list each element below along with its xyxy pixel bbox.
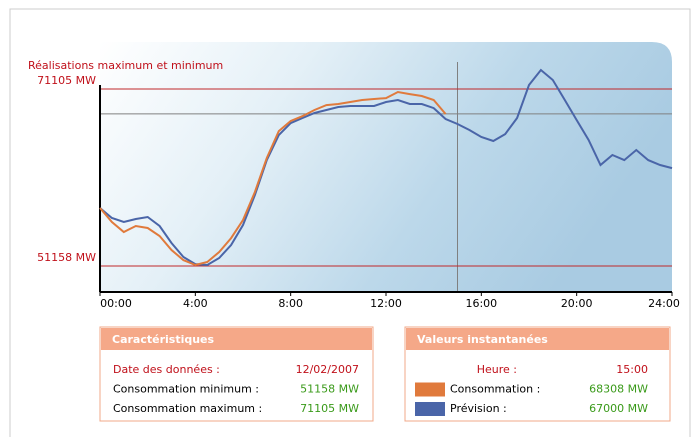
x-tick-label: 24:00: [648, 297, 680, 310]
background-image: [100, 42, 672, 292]
panel-header: [406, 328, 669, 350]
row-value: 51158 MW: [300, 383, 359, 396]
legend-label: Prévision :: [450, 402, 507, 415]
x-tick-label: 8:00: [278, 297, 303, 310]
row-label: Consommation maximum :: [113, 402, 262, 415]
row-value: 67000 MW: [589, 402, 648, 415]
row-label: Date des données :: [113, 363, 220, 376]
row-label: Heure :: [477, 363, 517, 376]
row-value: 68308 MW: [589, 383, 648, 396]
row-value: 15:00: [616, 363, 648, 376]
row-label: Consommation minimum :: [113, 383, 259, 396]
y-tick-label: 71105 MW: [37, 74, 96, 87]
panel-title: Valeurs instantanées: [417, 333, 548, 346]
panel-title: Caractéristiques: [112, 333, 215, 346]
x-tick-label: 20:00: [561, 297, 593, 310]
x-tick-label: 00:00: [100, 297, 132, 310]
legend-swatch: [415, 382, 445, 397]
x-tick-label: 4:00: [183, 297, 208, 310]
series-line: [99, 90, 447, 267]
x-tick-label: 16:00: [465, 297, 497, 310]
annotation: Réalisations maximum et minimum: [28, 59, 223, 72]
legend-swatch: [415, 402, 445, 416]
x-tick-label: 12:00: [370, 297, 402, 310]
y-tick-label: 51158 MW: [37, 251, 96, 264]
frame: [9, 8, 691, 437]
row-value: 71105 MW: [300, 402, 359, 415]
legend-label: Consommation :: [450, 383, 540, 396]
row-value: 12/02/2007: [296, 363, 359, 376]
panel-header: [101, 328, 372, 350]
